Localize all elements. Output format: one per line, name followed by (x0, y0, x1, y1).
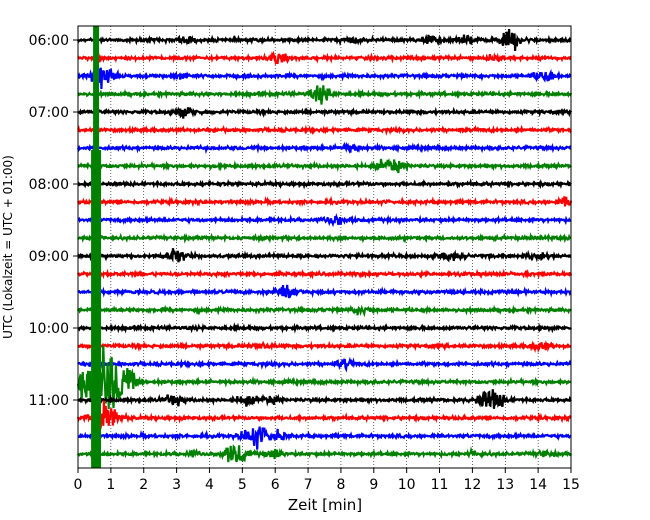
y-axis-ticks: 06:00 07:00 08:00 09:00 10:00 11:00 (29, 33, 78, 409)
trace-0745 (77, 157, 572, 174)
trace-1115 (76, 400, 572, 430)
x-tick-label: 14 (529, 477, 547, 493)
trace-0645 (77, 85, 573, 105)
trace-0945 (76, 304, 572, 318)
x-tick-label: 2 (139, 477, 148, 493)
trace-0730 (76, 141, 572, 155)
y-tick-label: 11:00 (29, 393, 69, 409)
trace-0700 (77, 106, 573, 119)
trace-1030 (77, 356, 572, 373)
x-tick-label: 5 (238, 477, 247, 493)
seismogram-traces (76, 29, 573, 463)
x-tick-label: 6 (271, 477, 280, 493)
trace-0600 (77, 29, 572, 52)
trace-0930 (77, 284, 572, 299)
y-tick-label: 08:00 (29, 177, 69, 193)
y-tick-label: 07:00 (29, 105, 69, 121)
trace-0800 (77, 178, 572, 190)
trace-0845 (77, 232, 572, 244)
trace-1145 (77, 444, 572, 463)
major-earthquake-signal (91, 26, 102, 468)
x-tick-label: 10 (398, 477, 416, 493)
trace-1045 (76, 345, 572, 410)
trace-0715 (77, 124, 572, 136)
x-axis-label: Zeit [min] (288, 496, 362, 514)
trace-1100 (77, 389, 572, 409)
trace-0615 (77, 50, 572, 66)
trace-0630 (77, 67, 572, 90)
x-tick-label: 1 (106, 477, 115, 493)
trace-1130 (77, 426, 572, 450)
x-tick-label: 3 (172, 477, 181, 493)
x-tick-label: 13 (496, 477, 514, 493)
y-axis-label: UTC (Lokalzeit = UTC + 01:00) (1, 155, 15, 339)
plot-frame (77, 25, 572, 469)
trace-1015 (77, 340, 572, 354)
trace-0915 (76, 268, 573, 280)
x-tick-label: 0 (74, 477, 83, 493)
trace-1000 (77, 322, 572, 334)
x-tick-label: 9 (369, 477, 378, 493)
y-tick-label: 09:00 (29, 249, 69, 265)
x-axis-ticks: 0 1 2 3 4 5 6 7 8 9 10 11 12 13 14 15 (74, 468, 580, 493)
x-tick-label: 4 (205, 477, 214, 493)
major-event-band-wide (91, 150, 102, 468)
x-tick-label: 12 (463, 477, 481, 493)
trace-0830 (77, 213, 572, 228)
y-tick-label: 10:00 (29, 321, 69, 337)
trace-0900 (77, 248, 572, 263)
trace-0815 (77, 195, 573, 208)
x-tick-label: 8 (336, 477, 345, 493)
y-tick-label: 06:00 (29, 33, 69, 49)
x-tick-label: 15 (562, 477, 580, 493)
x-tick-label: 7 (304, 477, 313, 493)
x-tick-label: 11 (431, 477, 449, 493)
